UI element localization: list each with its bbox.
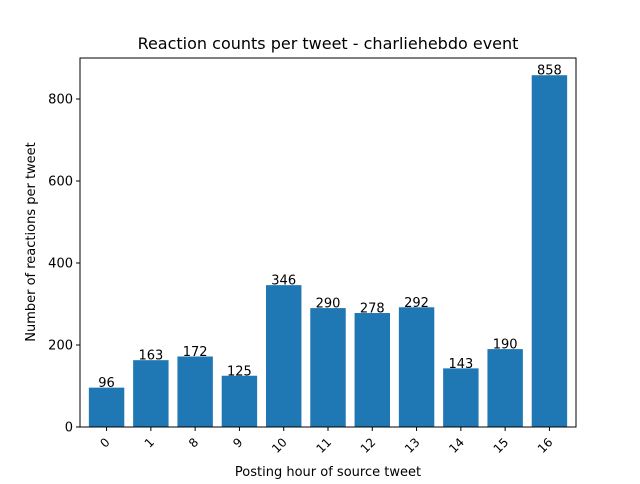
bars-layer [88,75,568,427]
y-tick-label: 400 [48,257,73,272]
bar-hour-15 [487,349,523,427]
bar-hour-16 [531,75,568,427]
data-label: 278 [360,302,385,317]
bar-hour-9 [221,375,258,427]
y-axis-ticks: 0 200 400 600 800 [48,93,80,436]
data-label: 125 [227,364,252,379]
chart-title: Reaction counts per tweet - charliehebdo… [138,34,519,53]
data-label: 290 [316,297,341,312]
data-label: 163 [138,349,163,364]
data-label: 292 [404,296,429,311]
data-label: 143 [448,357,473,372]
y-tick-label: 800 [48,93,73,108]
bar-hour-12 [354,313,390,427]
plot-area-frame [79,57,577,428]
data-labels-layer: 96 163 172 125 346 290 278 292 143 190 858 [98,64,562,391]
x-axis-label: Posting hour of source tweet [235,465,421,480]
bar-hour-1 [133,360,169,427]
data-label: 190 [493,338,518,353]
data-label: 172 [183,345,208,360]
bar-hour-13 [398,307,435,427]
y-tick-label: 0 [65,421,73,436]
bar-hour-11 [310,308,346,427]
data-label: 858 [537,64,562,79]
data-label: 346 [271,274,296,289]
bar-hour-14 [443,368,479,427]
y-tick-label: 600 [48,175,73,190]
data-label: 96 [98,376,115,391]
y-axis-label: Number of reactions per tweet [24,142,39,342]
y-tick-label: 200 [48,339,73,354]
bar-hour-10 [266,285,302,427]
bar-hour-0 [88,387,125,427]
bar-hour-8 [177,356,213,427]
